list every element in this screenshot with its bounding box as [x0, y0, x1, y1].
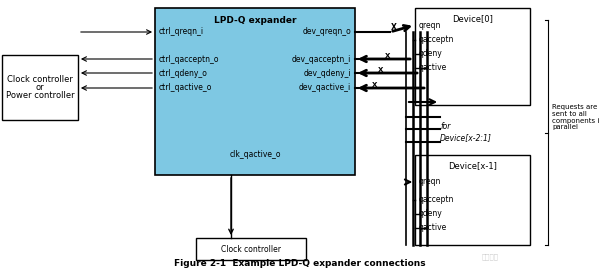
Bar: [2, 55, 78, 120]
Text: Figure 2-1  Example LPD-Q expander connections: Figure 2-1 Example LPD-Q expander connec…: [174, 259, 426, 268]
Text: qdeny: qdeny: [419, 50, 443, 58]
Text: Requests are
sent to all
components in
parallel: Requests are sent to all components in p…: [552, 104, 600, 131]
Text: Clock controller: Clock controller: [221, 245, 281, 254]
Text: for
Device[x-2:1]: for Device[x-2:1]: [440, 122, 492, 142]
Text: qacceptn: qacceptn: [419, 36, 454, 45]
Text: qreqn: qreqn: [419, 20, 442, 29]
Text: dev_qacceptn_i: dev_qacceptn_i: [292, 54, 351, 63]
Text: Device[0]: Device[0]: [452, 14, 493, 23]
Text: ctrl_qreqn_i: ctrl_qreqn_i: [159, 27, 204, 36]
Bar: [415, 155, 530, 245]
Text: dev_qreqn_o: dev_qreqn_o: [302, 27, 351, 36]
Text: X: X: [373, 82, 377, 88]
Text: ctrl_qacceptn_o: ctrl_qacceptn_o: [159, 54, 220, 63]
Text: Power controller: Power controller: [5, 91, 74, 100]
Text: dev_qdeny_i: dev_qdeny_i: [303, 69, 351, 78]
Text: ctrl_qactive_o: ctrl_qactive_o: [159, 84, 212, 92]
Text: qactive: qactive: [419, 224, 447, 233]
Text: X: X: [385, 53, 391, 59]
Text: qreqn: qreqn: [419, 178, 442, 187]
Text: dev_qactive_i: dev_qactive_i: [299, 84, 351, 92]
Bar: [415, 8, 530, 105]
Text: qacceptn: qacceptn: [419, 196, 454, 205]
Text: ctrl_qdeny_o: ctrl_qdeny_o: [159, 69, 208, 78]
Text: Clock controller: Clock controller: [7, 75, 73, 84]
Text: qactive: qactive: [419, 63, 447, 73]
Text: or: or: [35, 83, 44, 92]
Text: Device[x-1]: Device[x-1]: [448, 161, 497, 170]
Text: 老秃说芯: 老秃说芯: [482, 254, 499, 260]
Bar: [155, 8, 355, 175]
Text: X: X: [379, 67, 383, 73]
Text: clk_qactive_o: clk_qactive_o: [229, 150, 281, 159]
Bar: [196, 238, 306, 260]
Text: LPD-Q expander: LPD-Q expander: [214, 16, 296, 25]
Text: X: X: [391, 23, 397, 32]
Text: qdeny: qdeny: [419, 209, 443, 218]
